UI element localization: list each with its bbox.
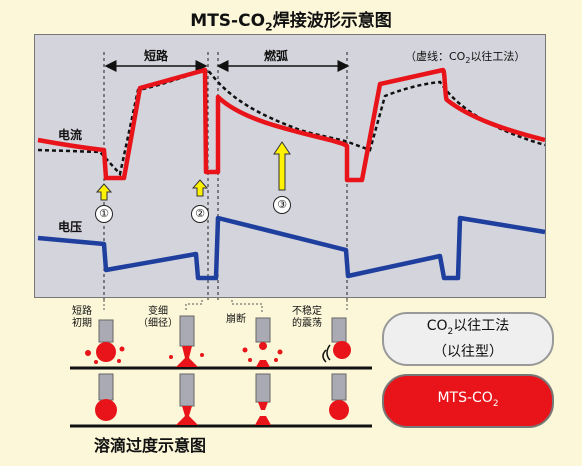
marker-2: ② [191, 205, 209, 223]
connector-lines [103, 300, 348, 312]
electrode-rod-icon [85, 319, 125, 364]
electrode-rod-icon [95, 373, 117, 421]
electrode-rod-icon [255, 373, 271, 425]
title-subscript: 2 [265, 20, 273, 34]
droplet-label-neck: 变细 （细径） [138, 306, 178, 329]
up-arrow-icon [273, 141, 291, 191]
title-tail: 焊接波形示意图 [272, 11, 392, 31]
droplet-label-initial: 短路 初期 [72, 306, 92, 329]
droplet-label-unstable: 不稳定 的震荡 [292, 306, 322, 329]
voltage-wave [37, 215, 546, 281]
current-label: 电流 [58, 128, 83, 142]
conventional-current-dashed [37, 68, 546, 177]
electrode-rod-icon [176, 373, 198, 425]
up-arrow-icon [191, 179, 209, 197]
electrode-rod-icon [322, 317, 351, 363]
arc-label: 燃弧 [264, 49, 289, 63]
marker-3: ③ [273, 196, 291, 214]
short-circuit-label: 短路 [144, 49, 169, 63]
diagram-title: MTS-CO2焊接波形示意图 [0, 6, 582, 33]
current-wave [37, 67, 546, 183]
droplet-transfer-title: 溶滴过度示意图 [93, 436, 206, 455]
dashed-line-note: （虚线：CO2以往工法） [405, 50, 526, 66]
voltage-label: 电压 [58, 220, 83, 234]
marker-1: ① [95, 205, 113, 223]
legend-conventional: CO2以往工法 （以往型） [382, 312, 554, 366]
legend-mts-co2: MTS-CO2 [382, 374, 554, 428]
electrode-rod-icon [242, 317, 283, 367]
electrode-rod-icon [169, 315, 204, 367]
up-arrow-icon [95, 183, 113, 201]
electrode-rod-icon [329, 373, 349, 420]
droplet-label-break: 崩断 [226, 314, 246, 325]
title-main: MTS-CO [190, 11, 266, 31]
